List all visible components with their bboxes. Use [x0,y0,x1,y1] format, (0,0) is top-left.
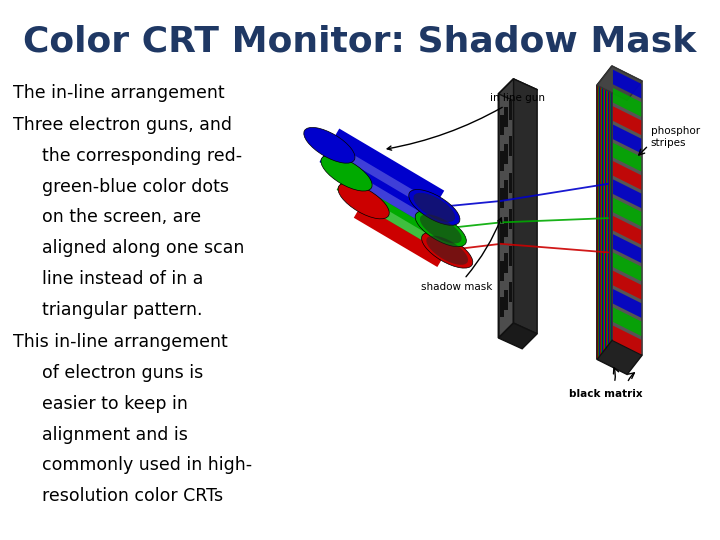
Polygon shape [605,74,606,349]
Text: The in-line arrangement: The in-line arrangement [13,84,225,102]
Polygon shape [508,246,512,266]
Ellipse shape [321,156,372,191]
Polygon shape [500,188,503,208]
Polygon shape [613,161,642,190]
Text: shadow mask: shadow mask [421,218,502,292]
Polygon shape [498,79,537,105]
Polygon shape [613,326,642,354]
Polygon shape [505,217,508,237]
Polygon shape [508,100,512,120]
Polygon shape [508,209,512,229]
Text: the corresponding red-: the corresponding red- [42,147,242,165]
Polygon shape [609,69,610,345]
Ellipse shape [338,183,390,219]
Polygon shape [498,323,537,349]
Polygon shape [505,253,508,273]
Text: phosphor
stripes: phosphor stripes [651,126,700,147]
Polygon shape [613,234,642,263]
Text: commonly used in high-: commonly used in high- [42,456,252,474]
Polygon shape [505,180,508,200]
Text: line instead of in a: line instead of in a [42,270,203,288]
Polygon shape [604,75,605,350]
Text: green-blue color dots: green-blue color dots [42,178,229,195]
Polygon shape [601,79,602,354]
Polygon shape [613,106,642,135]
Text: triangular pattern.: triangular pattern. [42,301,202,319]
Polygon shape [508,282,512,302]
Polygon shape [613,253,642,281]
Ellipse shape [422,232,473,268]
Polygon shape [613,88,642,117]
Polygon shape [613,307,642,336]
Polygon shape [505,144,508,164]
Ellipse shape [420,214,462,244]
Text: of electron guns is: of electron guns is [42,364,203,382]
Polygon shape [513,79,537,334]
Polygon shape [602,78,603,353]
Polygon shape [505,107,508,127]
Polygon shape [508,137,512,157]
Polygon shape [613,143,642,172]
Text: resolution color CRTs: resolution color CRTs [42,487,223,505]
Polygon shape [613,289,642,318]
Polygon shape [500,261,503,281]
Text: black matrix: black matrix [569,389,642,399]
Ellipse shape [415,211,467,247]
Polygon shape [613,125,642,153]
Polygon shape [613,198,642,226]
Polygon shape [607,72,608,347]
Polygon shape [613,271,642,300]
Polygon shape [597,66,612,360]
Polygon shape [498,79,513,338]
Polygon shape [613,216,642,245]
Ellipse shape [413,193,455,222]
Ellipse shape [426,235,468,265]
Polygon shape [606,73,607,348]
Text: Three electron guns, and: Three electron guns, and [13,116,232,134]
Polygon shape [500,151,503,171]
Text: alignment and is: alignment and is [42,426,188,443]
Polygon shape [612,66,642,355]
Ellipse shape [409,190,460,225]
Polygon shape [597,340,642,375]
Polygon shape [505,289,508,309]
Polygon shape [603,77,604,352]
Polygon shape [600,80,601,355]
Ellipse shape [304,127,355,163]
Polygon shape [597,66,642,100]
Text: Color CRT Monitor: Shadow Mask: Color CRT Monitor: Shadow Mask [23,24,697,58]
Polygon shape [613,179,642,208]
Text: aligned along one scan: aligned along one scan [42,239,244,257]
Polygon shape [500,115,503,135]
Polygon shape [613,70,642,98]
Text: in line gun: in line gun [387,93,545,150]
Polygon shape [508,173,512,193]
Polygon shape [610,68,611,343]
Text: easier to keep in: easier to keep in [42,395,188,413]
Text: on the screen, are: on the screen, are [42,208,201,226]
Polygon shape [500,297,503,317]
Polygon shape [598,83,599,358]
Text: This in-line arrangement: This in-line arrangement [13,333,228,351]
Polygon shape [500,224,503,244]
